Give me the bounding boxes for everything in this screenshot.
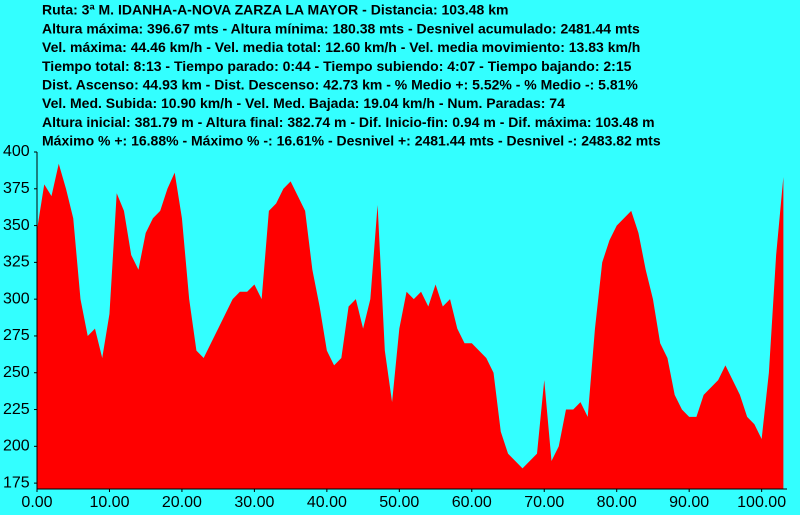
x-tick-label: 10.00: [89, 494, 129, 511]
x-tick-label: 70.00: [524, 494, 564, 511]
stats-line: Altura máxima: 396.67 mts - Altura mínim…: [42, 20, 640, 36]
y-tick-label: 400: [3, 143, 30, 160]
y-tick-label: 275: [3, 327, 30, 344]
y-tick-label: 375: [3, 180, 30, 197]
x-tick-label: 80.00: [597, 494, 637, 511]
stats-line: Altura inicial: 381.79 m - Altura final:…: [42, 114, 655, 130]
stats-line: Dist. Ascenso: 44.93 km - Dist. Descenso…: [42, 77, 638, 93]
y-tick-label: 350: [3, 217, 30, 234]
y-tick-label: 200: [3, 438, 30, 455]
x-tick-label: 30.00: [234, 494, 274, 511]
x-tick-label: 60.00: [452, 494, 492, 511]
stats-line: Tiempo total: 8:13 - Tiempo parado: 0:44…: [42, 58, 632, 74]
x-tick-label: 50.00: [379, 494, 419, 511]
y-tick-label: 300: [3, 290, 30, 307]
elevation-area: [37, 163, 784, 489]
y-tick-label: 325: [3, 254, 30, 271]
y-tick-label: 225: [3, 401, 30, 418]
stats-line: Máximo % +: 16.88% - Máximo % -: 16.61% …: [42, 133, 661, 149]
x-tick-label: 20.00: [162, 494, 202, 511]
x-tick-label: 40.00: [307, 494, 347, 511]
x-tick-label: 0.00: [21, 494, 52, 511]
x-tick-label: 100.00: [737, 494, 786, 511]
stats-line: Vel. Med. Subida: 10.90 km/h - Vel. Med.…: [42, 95, 565, 111]
stats-line: Vel. máxima: 44.46 km/h - Vel. media tot…: [42, 39, 640, 55]
y-tick-label: 175: [3, 474, 30, 491]
y-tick-label: 250: [3, 364, 30, 381]
chart-title: Ruta: 3ª M. IDANHA-A-NOVA ZARZA LA MAYOR…: [42, 2, 508, 18]
x-tick-label: 90.00: [669, 494, 709, 511]
